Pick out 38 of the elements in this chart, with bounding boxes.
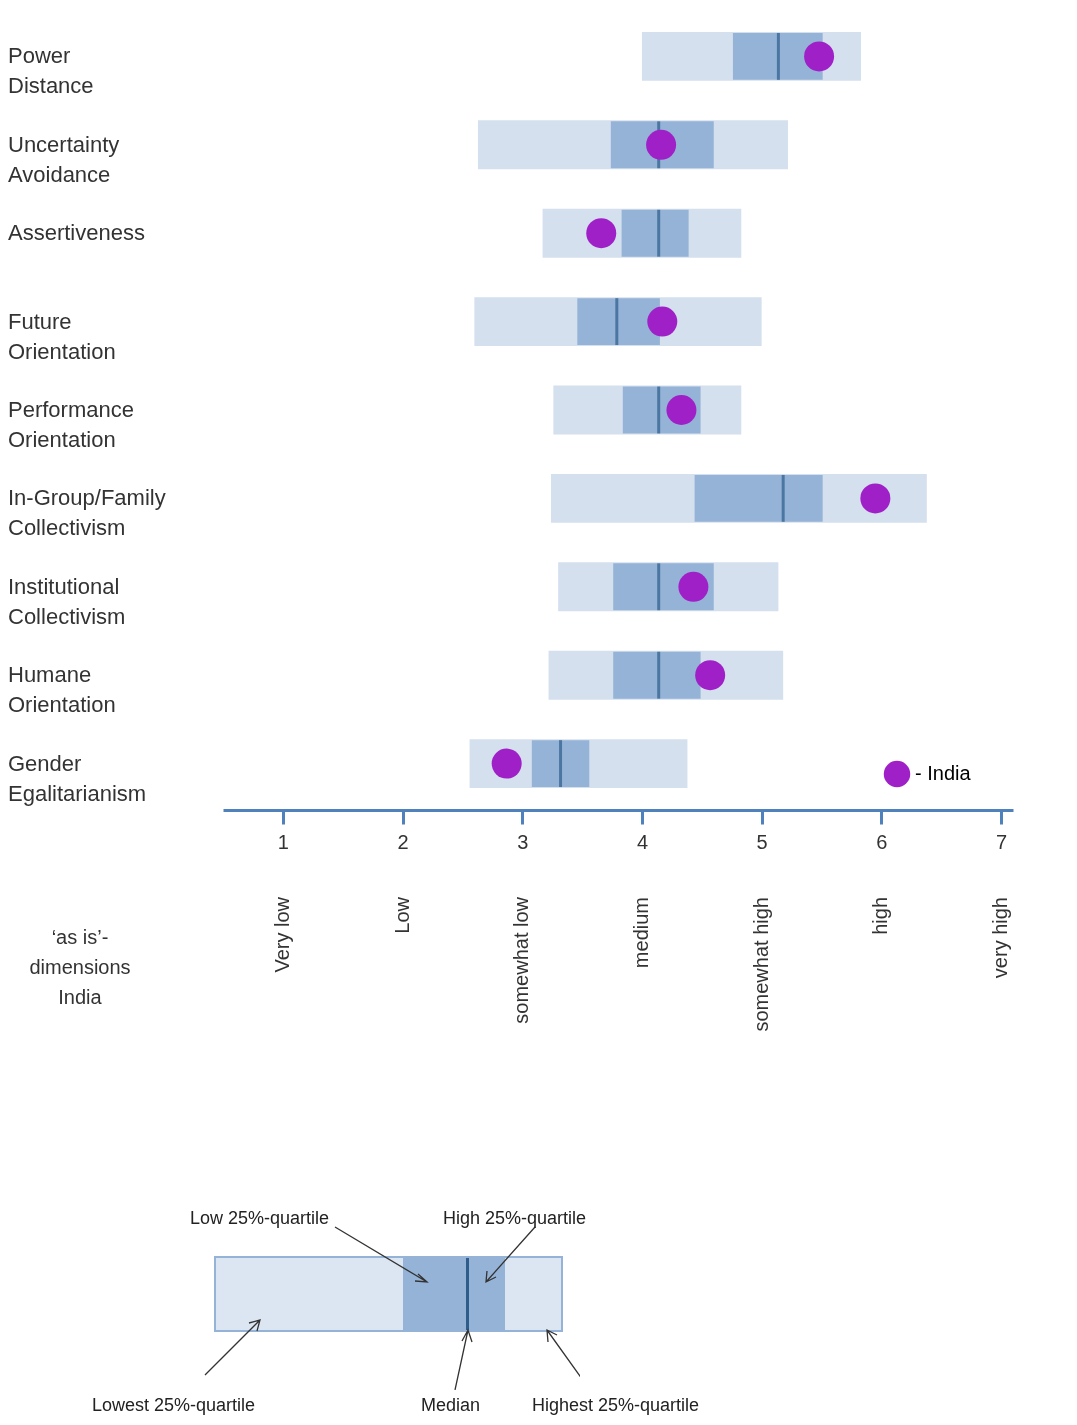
- text: High 25%-quartile: [443, 1208, 587, 1229]
- y-tick-label: Assertiveness: [8, 220, 145, 246]
- y-tick-label: Performance Orientation: [8, 397, 134, 452]
- point: [678, 571, 709, 602]
- text: somewhat low: [510, 896, 533, 1024]
- x-tick-label: 5: [756, 830, 768, 853]
- point: [491, 748, 522, 779]
- point: [647, 306, 678, 337]
- y-tick-label: In-Group/Family Collectivism: [8, 485, 166, 541]
- y-tick-label: Gender Egalitarianism: [8, 750, 147, 806]
- point: [860, 483, 891, 514]
- point: [666, 395, 697, 425]
- y-tick-label: Humane Orientation: [8, 662, 116, 718]
- y-tick-label: Uncertainty Avoidance: [8, 131, 120, 187]
- x-tick-label: 1: [277, 830, 289, 853]
- text: high: [869, 897, 892, 935]
- text: somewhat high: [749, 897, 772, 1032]
- text: very high: [989, 897, 1012, 979]
- text: Highest 25%-quartile: [532, 1395, 700, 1416]
- y-tick-label: Institutional Collectivism: [8, 573, 126, 629]
- x-tick-label: 7: [995, 830, 1008, 853]
- text: ‘as is’-dimensions India: [28, 925, 132, 1010]
- text: Low 25%-quartile: [190, 1208, 330, 1229]
- text: medium: [629, 897, 652, 969]
- text: Very low: [270, 896, 293, 973]
- x-tick-label: 2: [397, 830, 409, 853]
- legend-label: - India: [915, 762, 972, 784]
- text: Low: [390, 896, 413, 934]
- y-tick-label: Power Distance: [8, 43, 94, 99]
- point: [695, 660, 726, 691]
- x-tick-label: 4: [636, 830, 648, 853]
- x-tick-label: 3: [517, 830, 529, 853]
- x-tick-label: 6: [876, 830, 888, 853]
- text: Median: [421, 1395, 481, 1416]
- y-tick-label: Future Orientation: [8, 308, 116, 364]
- text: Lowest 25%-quartile: [92, 1395, 256, 1416]
- point: [586, 218, 617, 249]
- point: [804, 41, 835, 72]
